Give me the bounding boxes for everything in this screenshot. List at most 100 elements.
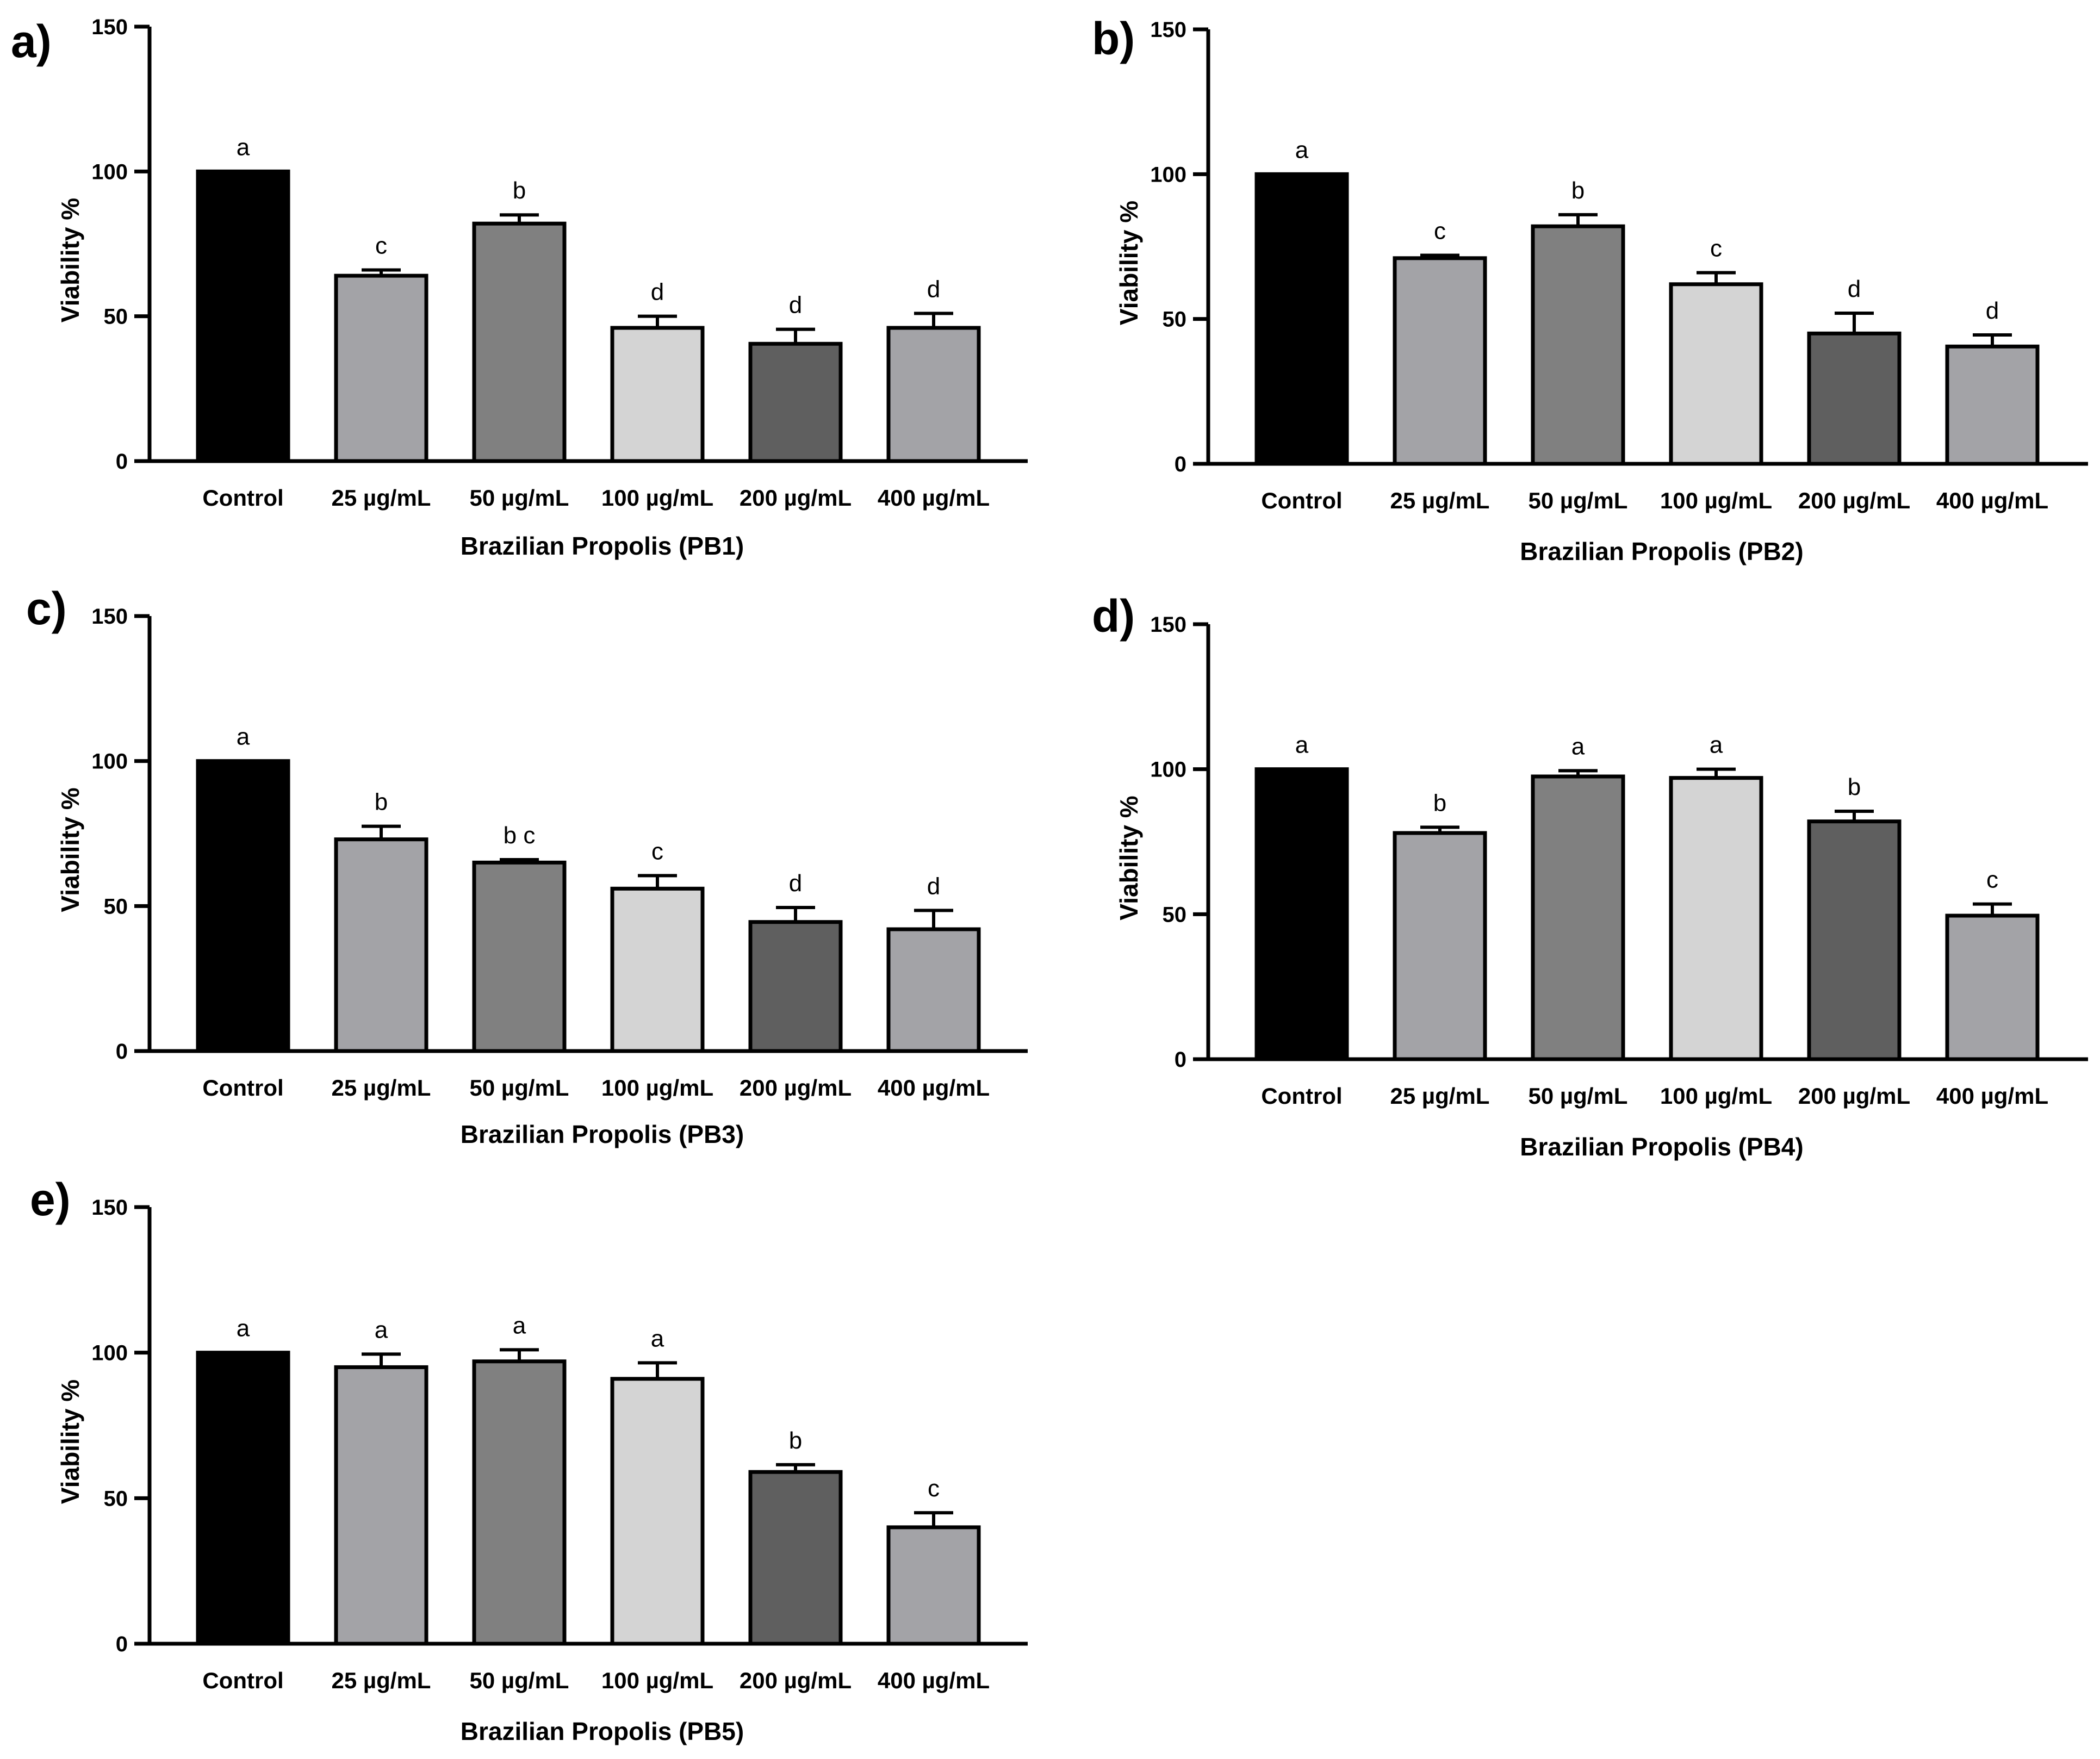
significance-label: b bbox=[513, 177, 526, 204]
x-tick-label: 100 µg/mL bbox=[601, 1075, 713, 1101]
y-tick-label: 150 bbox=[1150, 613, 1186, 637]
significance-label: a bbox=[1295, 136, 1309, 163]
y-tick-label: 0 bbox=[116, 450, 128, 474]
significance-label: b bbox=[1571, 177, 1585, 204]
significance-label: c bbox=[928, 1475, 940, 1502]
bar-4 bbox=[1669, 776, 1763, 1061]
x-tick-label: 50 µg/mL bbox=[1529, 488, 1628, 513]
y-tick-label: 150 bbox=[91, 15, 128, 39]
x-tick-label: 25 µg/mL bbox=[332, 1075, 431, 1101]
chart-panel-1: a) 0 50 100 150 Viability % a Control c 25 µg/mL b… bbox=[11, 15, 1028, 560]
x-tick-label: 400 µg/mL bbox=[878, 485, 990, 511]
y-tick-label: 150 bbox=[91, 605, 128, 629]
x-tick-label: 25 µg/mL bbox=[332, 485, 431, 511]
significance-label: d bbox=[927, 873, 940, 899]
bar-5 bbox=[748, 1470, 843, 1646]
y-tick-label: 0 bbox=[1175, 1048, 1186, 1072]
y-tick-label: 50 bbox=[104, 305, 128, 329]
x-tick-label: 200 µg/mL bbox=[740, 485, 852, 511]
significance-label: d bbox=[651, 279, 664, 306]
y-tick-label: 50 bbox=[104, 894, 128, 918]
y-tick-label: 100 bbox=[91, 750, 128, 774]
chart-panel-2: b) 0 50 100 150 Viability % a Control c 25 µg/mL b… bbox=[1092, 13, 2088, 565]
bar-1 bbox=[196, 1351, 290, 1646]
significance-label: a bbox=[375, 1316, 388, 1343]
bar-4 bbox=[610, 326, 705, 463]
x-axis-title: Brazilian Propolis (PB3) bbox=[461, 1120, 744, 1148]
x-axis-title: Brazilian Propolis (PB4) bbox=[1520, 1133, 1803, 1161]
bar-3 bbox=[472, 860, 567, 1053]
x-tick-label: 50 µg/mL bbox=[470, 1075, 569, 1101]
bar-2 bbox=[334, 837, 428, 1053]
bar-2 bbox=[334, 1365, 428, 1646]
x-tick-label: 50 µg/mL bbox=[470, 485, 569, 511]
x-tick-label: 100 µg/mL bbox=[601, 485, 713, 511]
bar-5 bbox=[748, 341, 843, 463]
significance-label: d bbox=[789, 292, 802, 319]
bar-4 bbox=[610, 886, 705, 1053]
significance-label: b bbox=[375, 789, 388, 816]
bar-1 bbox=[196, 759, 290, 1053]
bar-6 bbox=[1945, 344, 2040, 466]
significance-label: b c bbox=[504, 822, 536, 849]
significance-label: a bbox=[513, 1312, 526, 1339]
y-axis-title: Viability % bbox=[56, 198, 84, 322]
chart-panel-3: c) 0 50 100 150 Viability % a Control b 25 µg/mL b… bbox=[26, 583, 1028, 1148]
significance-label: d bbox=[1986, 297, 1999, 324]
significance-label: b bbox=[789, 1427, 802, 1454]
significance-label: a bbox=[237, 724, 250, 750]
significance-label: b bbox=[1433, 790, 1446, 816]
y-tick-label: 50 bbox=[104, 1487, 128, 1511]
x-tick-label: 100 µg/mL bbox=[601, 1668, 713, 1693]
y-tick-label: 150 bbox=[1150, 18, 1186, 42]
bar-5 bbox=[748, 920, 843, 1053]
y-axis-title: Viability % bbox=[1115, 795, 1143, 920]
panel-label: e) bbox=[30, 1174, 71, 1225]
y-tick-label: 100 bbox=[1150, 163, 1186, 187]
significance-label: c bbox=[651, 838, 663, 865]
bar-2 bbox=[1393, 256, 1487, 466]
x-tick-label: 200 µg/mL bbox=[1798, 488, 1910, 513]
x-tick-label: 400 µg/mL bbox=[878, 1668, 990, 1693]
significance-label: a bbox=[1571, 733, 1585, 760]
bar-4 bbox=[610, 1377, 705, 1646]
bar-2 bbox=[1393, 831, 1487, 1061]
bar-2 bbox=[334, 274, 428, 463]
bar-6 bbox=[886, 1525, 981, 1646]
x-tick-label: 25 µg/mL bbox=[1390, 488, 1490, 513]
chart-panel-5: e) 0 50 100 150 Viability % a Control a 25 µg/mL a… bbox=[30, 1174, 1028, 1745]
bar-1 bbox=[1254, 767, 1349, 1061]
significance-label: d bbox=[927, 276, 940, 302]
x-tick-label: 200 µg/mL bbox=[740, 1075, 852, 1101]
significance-label: a bbox=[1710, 732, 1723, 759]
significance-label: c bbox=[1434, 217, 1446, 244]
x-tick-label: 400 µg/mL bbox=[1936, 1083, 2048, 1109]
x-tick-label: 400 µg/mL bbox=[1936, 488, 2048, 513]
chart-panel-4: d) 0 50 100 150 Viability % a Control b 25 µg/mL a… bbox=[1092, 591, 2088, 1161]
x-tick-label: Control bbox=[202, 485, 283, 511]
bar-3 bbox=[472, 1359, 567, 1646]
y-tick-label: 0 bbox=[116, 1040, 128, 1064]
significance-label: a bbox=[1295, 732, 1309, 759]
y-tick-label: 50 bbox=[1163, 308, 1187, 332]
x-tick-label: 400 µg/mL bbox=[878, 1075, 990, 1101]
bar-6 bbox=[886, 927, 981, 1053]
panel-label: c) bbox=[26, 583, 67, 634]
x-tick-label: 200 µg/mL bbox=[740, 1668, 852, 1693]
y-tick-label: 0 bbox=[116, 1632, 128, 1656]
y-tick-label: 100 bbox=[91, 1341, 128, 1365]
y-axis-title: Viability % bbox=[56, 1379, 84, 1504]
bar-1 bbox=[1254, 172, 1349, 466]
x-axis-title: Brazilian Propolis (PB2) bbox=[1520, 537, 1803, 565]
y-tick-label: 150 bbox=[91, 1196, 128, 1220]
bar-3 bbox=[472, 221, 567, 463]
x-tick-label: 50 µg/mL bbox=[470, 1668, 569, 1693]
significance-label: b bbox=[1848, 774, 1861, 800]
x-tick-label: 25 µg/mL bbox=[332, 1668, 431, 1693]
y-axis-title: Viability % bbox=[56, 787, 84, 912]
x-tick-label: 25 µg/mL bbox=[1390, 1083, 1490, 1109]
x-tick-label: Control bbox=[202, 1075, 283, 1101]
significance-label: a bbox=[237, 1315, 250, 1342]
significance-label: c bbox=[1710, 235, 1722, 262]
